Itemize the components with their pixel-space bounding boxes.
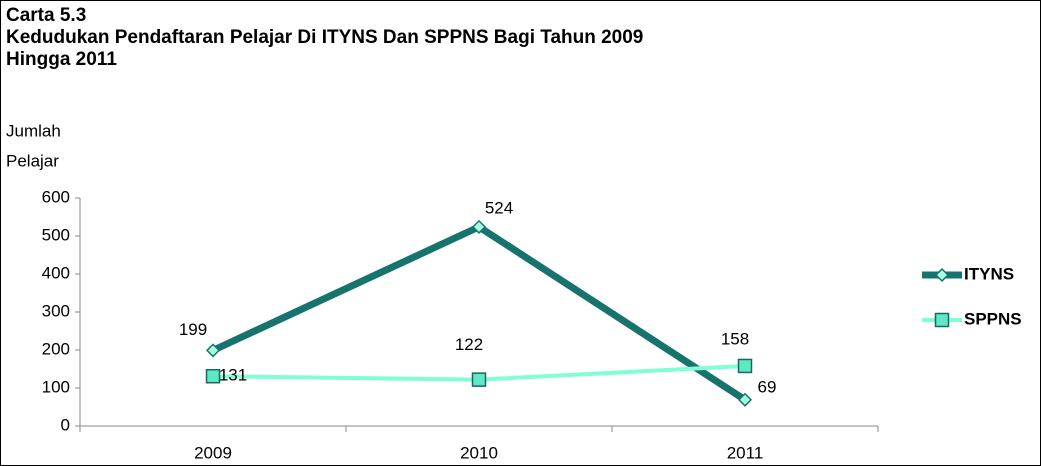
y-tick-label: 500 [42, 225, 70, 244]
data-label: 122 [455, 335, 483, 354]
y-tick-label: 400 [42, 263, 70, 282]
y-tick-label: 0 [61, 415, 70, 434]
x-tick-label: 2010 [460, 443, 498, 462]
point [471, 372, 487, 387]
point [934, 267, 950, 283]
data-label: 131 [219, 366, 247, 385]
y-axis-label: Pelajar [6, 151, 59, 170]
data-label: 199 [179, 320, 207, 339]
data-label: 69 [758, 377, 777, 396]
point [205, 368, 221, 384]
legend-label: ITYNS [964, 264, 1014, 283]
point [205, 343, 221, 358]
chart-title: Carta 5.3 [6, 5, 86, 26]
data-label: 158 [721, 329, 749, 348]
point [471, 219, 487, 234]
chart-subtitle: Kedudukan Pendaftaran Pelajar Di ITYNS D… [6, 27, 643, 48]
chart-subtitle: Hingga 2011 [6, 49, 117, 70]
y-tick-label: 300 [42, 301, 70, 320]
x-tick-label: 2011 [727, 443, 764, 462]
point [737, 358, 753, 374]
y-tick-label: 200 [42, 339, 70, 358]
y-axis-label: Jumlah [6, 121, 61, 140]
x-tick-label: 2009 [194, 443, 232, 462]
point [934, 312, 950, 328]
y-tick-label: 600 [42, 187, 70, 206]
legend-label: SPPNS [964, 309, 1022, 328]
y-tick-label: 100 [42, 377, 70, 396]
data-label: 524 [485, 198, 513, 217]
point [737, 392, 753, 407]
